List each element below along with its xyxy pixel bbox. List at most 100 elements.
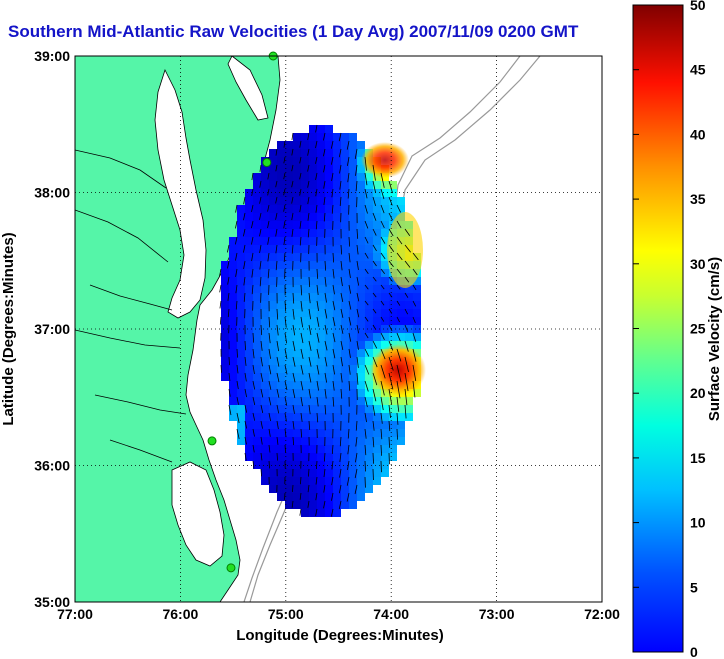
velocity-cell (325, 261, 333, 269)
velocity-cell (373, 469, 381, 477)
velocity-cell (349, 493, 357, 501)
velocity-arrow (388, 388, 393, 405)
velocity-arrow (292, 436, 295, 446)
velocity-cell (365, 365, 373, 373)
velocity-cell (293, 221, 301, 229)
velocity-cell (325, 277, 333, 285)
velocity-cell (373, 301, 381, 309)
velocity-cell (309, 165, 317, 173)
velocity-arrow (339, 452, 342, 462)
velocity-cell (277, 301, 285, 309)
velocity-cell (333, 341, 341, 349)
velocity-cell (301, 317, 309, 325)
velocity-arrow (267, 172, 270, 180)
velocity-cell (341, 253, 349, 261)
velocity-cell (237, 285, 245, 293)
velocity-arrow (300, 316, 304, 328)
velocity-arrow (275, 260, 278, 271)
velocity-cell (293, 445, 301, 453)
velocity-arrow (307, 484, 310, 493)
velocity-cell (309, 285, 317, 293)
velocity-arrow (364, 172, 368, 186)
velocity-arrow (283, 188, 286, 196)
velocity-cell (245, 437, 253, 445)
velocity-arrow (276, 372, 280, 383)
velocity-cell (285, 189, 293, 197)
velocity-cell (293, 405, 301, 413)
velocity-arrow (364, 332, 369, 339)
velocity-cell (245, 285, 253, 293)
velocity-cell (285, 405, 293, 413)
velocity-cell (269, 189, 277, 197)
velocity-cell (333, 165, 341, 173)
x-tick-label: 73:00 (479, 606, 515, 622)
velocity-cell (285, 205, 293, 213)
velocity-cell (237, 229, 245, 237)
velocity-cell (317, 181, 325, 189)
velocity-cell (285, 397, 293, 405)
velocity-arrow (283, 236, 286, 246)
velocity-cell (405, 333, 413, 341)
velocity-cell (309, 421, 317, 429)
velocity-arrow (404, 356, 409, 373)
velocity-cell (333, 245, 341, 253)
velocity-arrow (300, 412, 303, 422)
velocity-cell (277, 309, 285, 317)
velocity-cell (349, 261, 357, 269)
velocity-arrow (291, 228, 294, 237)
velocity-cell (349, 301, 357, 309)
velocity-cell (253, 461, 261, 469)
velocity-arrow (347, 444, 350, 455)
velocity-arrow (268, 428, 271, 437)
velocity-cell (373, 245, 381, 253)
velocity-arrow (275, 164, 278, 172)
velocity-cell (365, 237, 373, 245)
velocity-arrow (292, 420, 295, 430)
velocity-arrow (300, 284, 303, 296)
velocity-cell (237, 389, 245, 397)
velocity-cell (309, 181, 317, 189)
velocity-arrow (251, 172, 254, 181)
velocity-arrow (243, 292, 246, 302)
velocity-cell (285, 269, 293, 277)
velocity-arrow (388, 420, 391, 432)
velocity-arrow (355, 420, 358, 431)
velocity-cell (293, 261, 301, 269)
velocity-cell (253, 253, 261, 261)
velocity-arrow (292, 324, 296, 336)
velocity-cell (261, 349, 269, 357)
velocity-cell (389, 189, 397, 197)
velocity-cell (317, 261, 325, 269)
velocity-cell (245, 277, 253, 285)
velocity-cell (357, 365, 365, 373)
velocity-cell (365, 413, 373, 421)
velocity-arrow (372, 180, 377, 193)
colorbar (632, 4, 684, 653)
velocity-arrow (267, 220, 270, 229)
velocity-arrow (283, 172, 286, 180)
velocity-arrow (380, 444, 382, 456)
velocity-cell (309, 333, 317, 341)
velocity-arrow (316, 364, 320, 375)
velocity-cell (269, 461, 277, 469)
velocity-arrow (339, 164, 342, 174)
velocity-cell (381, 413, 389, 421)
velocity-cell (349, 477, 357, 485)
velocity-cell (269, 277, 277, 285)
velocity-arrow (324, 356, 328, 367)
velocity-cell (269, 181, 277, 189)
velocity-cell (405, 397, 413, 405)
velocity-arrow (268, 460, 270, 469)
velocity-arrow (300, 364, 304, 375)
velocity-arrow (380, 332, 385, 340)
velocity-cell (357, 445, 365, 453)
velocity-arrow (364, 428, 367, 439)
velocity-cell (269, 413, 277, 421)
velocity-arrow (284, 380, 288, 391)
velocity-cell (349, 429, 357, 437)
velocity-arrow (348, 380, 351, 391)
velocity-arrow (324, 292, 327, 303)
velocity-arrow (354, 148, 358, 160)
velocity-cell (381, 309, 389, 317)
velocity-cell (381, 445, 389, 453)
